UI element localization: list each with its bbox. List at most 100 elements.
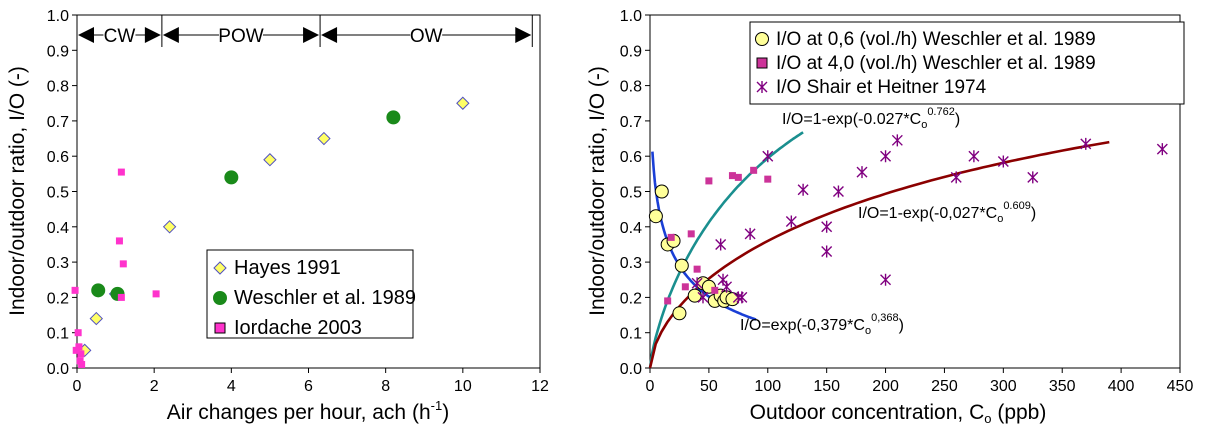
y-axis-right: 0.0 0.1 0.2 0.3 0.4 0.5 0.6 0.7 0.8 0.9 1.0 (620, 8, 650, 378)
data-point (1156, 143, 1168, 156)
x-tick-label: 10 (454, 378, 472, 395)
legend-marker (756, 81, 768, 93)
y-tick-label: 1.0 (620, 8, 642, 25)
fit-equation-sub: o (997, 213, 1003, 225)
x-tick-label: 2 (150, 378, 159, 395)
fit-equation-main: I/O=exp(-0,379*C (740, 317, 865, 334)
x-tick-label: 450 (1167, 378, 1194, 395)
data-point (224, 170, 239, 185)
region-arrow-left (321, 27, 338, 43)
region-arrow-right (144, 27, 161, 43)
x-axis-label-right-end: (ppb) (992, 401, 1047, 424)
data-point (711, 286, 719, 294)
y-tick-label: 0.9 (47, 43, 69, 60)
fit-curve (648, 140, 1110, 369)
data-series-left (71, 96, 470, 368)
data-point (968, 150, 980, 163)
fit-equation-sub: o (865, 325, 871, 337)
data-point (75, 343, 83, 351)
data-point (115, 237, 123, 245)
data-point (762, 150, 774, 163)
y-tick-label: 0.5 (47, 185, 69, 202)
y-tick-label: 0.1 (47, 326, 69, 343)
fit-curves: I/O=1-exp(-0.027*Co0.762)I/O=1-exp(-0,02… (648, 106, 1110, 369)
data-point (736, 291, 748, 304)
y-tick-label: 0.1 (620, 326, 642, 343)
x-tick-label: 8 (381, 378, 390, 395)
region-label: OW (410, 26, 443, 47)
x-tick-label: 350 (1049, 378, 1076, 395)
legend-label: I/O Shair et Heitner 1974 (776, 77, 987, 98)
data-point (750, 166, 758, 174)
data-point (89, 311, 103, 326)
y-tick-label: 0.4 (47, 220, 69, 237)
data-point (821, 245, 833, 258)
y-tick-label: 0.7 (47, 114, 69, 131)
x-tick-label: 6 (304, 378, 313, 395)
y-tick-label: 0.5 (620, 185, 642, 202)
data-point (386, 110, 401, 125)
fit-equation-main: I/O=1-exp(-0.027*C (782, 111, 921, 128)
region-ow: OW (319, 15, 532, 47)
data-point (71, 286, 79, 294)
legend-box (749, 21, 1185, 105)
data-point (152, 290, 160, 298)
fit-equation-label: I/O=1-exp(-0.027*Co0.762) (782, 106, 960, 131)
y-tick-label: 0.6 (620, 149, 642, 166)
data-point (76, 357, 84, 365)
y-tick-label: 0.3 (47, 255, 69, 272)
data-point (78, 360, 86, 368)
data-point (119, 260, 127, 268)
x-axis-label-right-sub: o (984, 411, 991, 426)
fit-equation-sup: 0,368 (871, 312, 899, 324)
x-axis-right: 0 50 100 150 200 250 300 350 400 450 (646, 368, 1194, 395)
x-axis-label-right-main: Outdoor concentration, C (750, 401, 985, 424)
x-tick-label: 300 (990, 378, 1017, 395)
y-axis-left: 0.0 0.1 0.2 0.3 0.4 0.5 0.6 0.7 0.8 0.9 1.0 (47, 8, 77, 378)
data-point (697, 291, 709, 304)
y-tick-label: 0.6 (47, 149, 69, 166)
data-point (667, 233, 675, 241)
x-tick-label: 100 (754, 378, 781, 395)
data-point (705, 177, 713, 185)
data-point (891, 134, 903, 147)
data-point (693, 265, 701, 273)
fit-equation-end: ) (899, 317, 904, 334)
legend-marker (756, 57, 768, 69)
legend-label: I/O at 4,0 (vol./h) Weschler et al. 1989 (776, 53, 1096, 74)
legend-marker (213, 261, 227, 275)
data-point (744, 227, 756, 240)
data-point (664, 297, 672, 305)
data-point (721, 280, 733, 293)
x-axis-label-left-end: ) (442, 401, 449, 424)
data-point (681, 283, 689, 291)
x-tick-label: 250 (931, 378, 958, 395)
data-point (654, 184, 669, 199)
y-tick-label: 1.0 (47, 8, 69, 25)
data-point (687, 230, 695, 238)
y-tick-label: 0.9 (620, 43, 642, 60)
x-axis-label-left-main: Air changes per hour, ach (h (167, 401, 431, 424)
data-point (1027, 171, 1039, 184)
x-tick-label: 50 (700, 378, 718, 395)
y-tick-label: 0.8 (620, 79, 642, 96)
fit-equation-sup: 0.762 (927, 106, 955, 118)
data-point (117, 168, 125, 176)
x-tick-label: 0 (646, 378, 655, 395)
data-point (997, 155, 1009, 168)
y-tick-label: 0.8 (47, 79, 69, 96)
data-point (880, 273, 892, 286)
x-tick-label: 400 (1108, 378, 1135, 395)
legend-marker (214, 322, 226, 334)
y-tick-label: 0.0 (620, 361, 642, 378)
y-axis-label-right: Indoor/outdoor ratio, I/O (-) (586, 66, 609, 316)
legend-label: Hayes 1991 (234, 257, 341, 279)
x-axis-label-right: Outdoor concentration, Co (ppb) (750, 401, 1047, 426)
y-tick-label: 0.0 (47, 361, 69, 378)
series (71, 168, 160, 368)
data-point (764, 175, 772, 183)
fit-equation-sup: 0.609 (1003, 200, 1031, 212)
legend-right: I/O at 0,6 (vol./h) Weschler et al. 1989… (749, 21, 1185, 105)
fit-equation-main: I/O=1-exp(-0,027*C (858, 205, 997, 222)
x-tick-label: 150 (813, 378, 840, 395)
